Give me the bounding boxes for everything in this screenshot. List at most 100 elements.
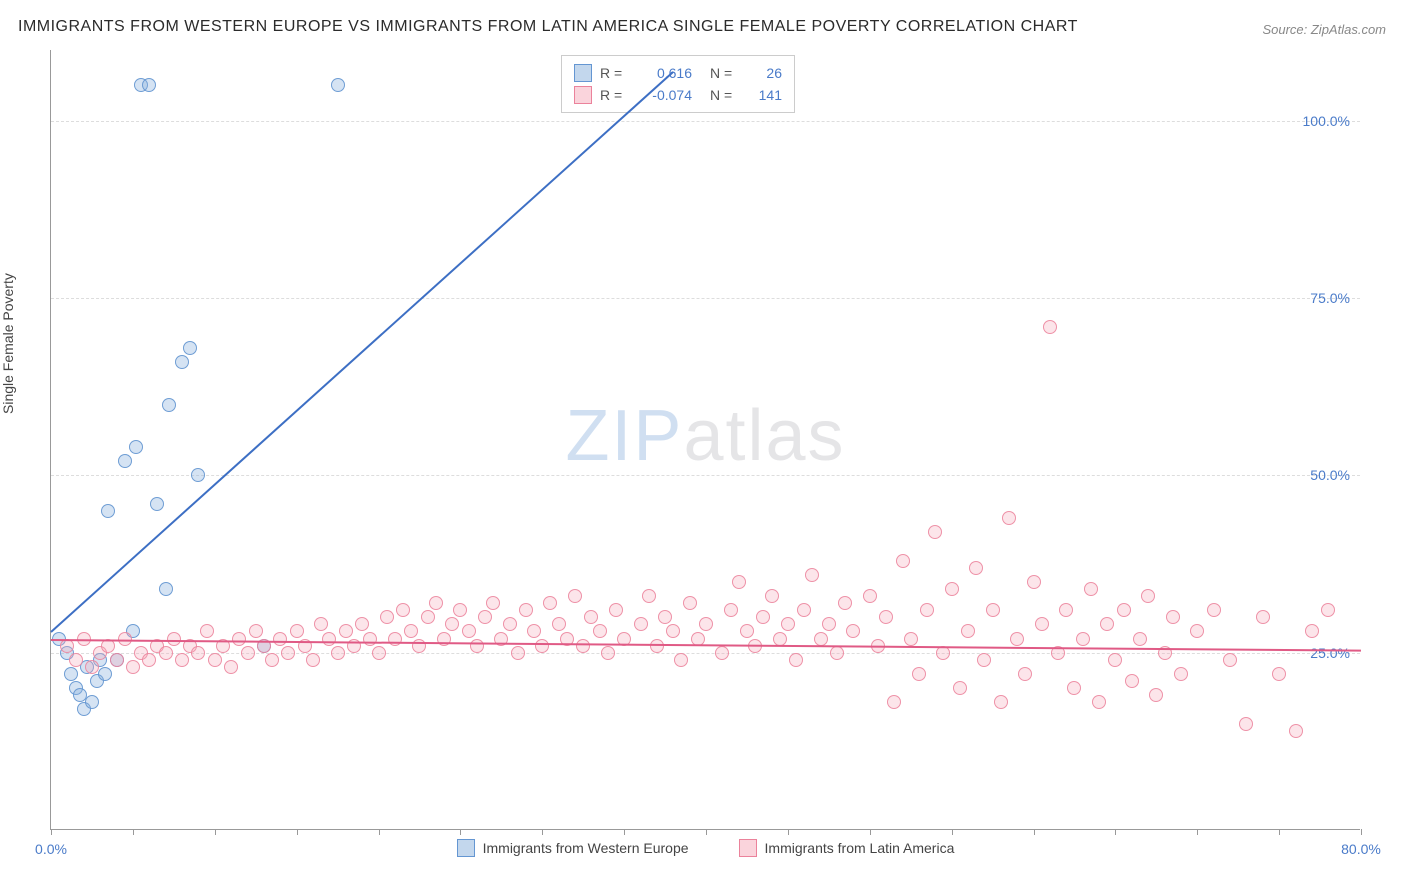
source-attribution: Source: ZipAtlas.com (1262, 22, 1386, 37)
data-point (781, 617, 795, 631)
data-point (380, 610, 394, 624)
swatch-pink-icon (574, 86, 592, 104)
data-point (1321, 603, 1335, 617)
data-point (191, 646, 205, 660)
x-tick (51, 829, 52, 835)
data-point (281, 646, 295, 660)
data-point (969, 561, 983, 575)
chart-title: IMMIGRANTS FROM WESTERN EUROPE VS IMMIGR… (18, 18, 1078, 36)
data-point (674, 653, 688, 667)
data-point (1305, 624, 1319, 638)
data-point (1027, 575, 1041, 589)
y-axis-label: Single Female Poverty (0, 273, 16, 414)
data-point (920, 603, 934, 617)
data-point (118, 632, 132, 646)
data-point (241, 646, 255, 660)
data-point (568, 589, 582, 603)
y-tick-label: 50.0% (1310, 467, 1350, 483)
data-point (822, 617, 836, 631)
data-point (904, 632, 918, 646)
data-point (797, 603, 811, 617)
x-tick (952, 829, 953, 835)
data-point (715, 646, 729, 660)
data-point (961, 624, 975, 638)
data-point (593, 624, 607, 638)
swatch-blue-icon (457, 839, 475, 857)
y-tick-label: 25.0% (1310, 645, 1350, 661)
data-point (142, 653, 156, 667)
data-point (732, 575, 746, 589)
n-label: N = (710, 65, 738, 81)
data-point (609, 603, 623, 617)
data-point (1117, 603, 1131, 617)
data-point (789, 653, 803, 667)
data-point (64, 667, 78, 681)
data-point (159, 646, 173, 660)
data-point (846, 624, 860, 638)
data-point (429, 596, 443, 610)
data-point (372, 646, 386, 660)
correlation-stats-box: R = 0.616 N = 26 R = -0.074 N = 141 (561, 55, 795, 113)
data-point (355, 617, 369, 631)
data-point (1174, 667, 1188, 681)
data-point (129, 440, 143, 454)
x-tick (1115, 829, 1116, 835)
data-point (1149, 688, 1163, 702)
data-point (503, 617, 517, 631)
n-label: N = (710, 87, 738, 103)
data-point (1018, 667, 1032, 681)
data-point (249, 624, 263, 638)
data-point (1223, 653, 1237, 667)
data-point (1125, 674, 1139, 688)
data-point (1084, 582, 1098, 596)
data-point (1166, 610, 1180, 624)
data-point (1092, 695, 1106, 709)
data-point (142, 78, 156, 92)
data-point (200, 624, 214, 638)
data-point (683, 596, 697, 610)
data-point (404, 624, 418, 638)
data-point (339, 624, 353, 638)
data-point (314, 617, 328, 631)
data-point (1059, 603, 1073, 617)
data-point (273, 632, 287, 646)
stats-row-series-1: R = 0.616 N = 26 (574, 62, 782, 84)
data-point (191, 468, 205, 482)
data-point (634, 617, 648, 631)
data-point (896, 554, 910, 568)
data-point (642, 589, 656, 603)
n-value: 26 (746, 65, 782, 81)
data-point (552, 617, 566, 631)
data-point (863, 589, 877, 603)
x-tick (297, 829, 298, 835)
chart-legend: Immigrants from Western Europe Immigrant… (51, 839, 1360, 857)
gridline (51, 298, 1360, 299)
data-point (584, 610, 598, 624)
data-point (1141, 589, 1155, 603)
data-point (445, 617, 459, 631)
data-point (175, 653, 189, 667)
data-point (814, 632, 828, 646)
legend-item-western-europe: Immigrants from Western Europe (457, 839, 689, 857)
data-point (486, 596, 500, 610)
data-point (1207, 603, 1221, 617)
data-point (331, 78, 345, 92)
x-tick (1197, 829, 1198, 835)
data-point (150, 497, 164, 511)
data-point (953, 681, 967, 695)
x-tick (1034, 829, 1035, 835)
data-point (830, 646, 844, 660)
data-point (183, 341, 197, 355)
data-point (126, 660, 140, 674)
data-point (1076, 632, 1090, 646)
x-tick (1279, 829, 1280, 835)
gridline (51, 475, 1360, 476)
x-tick (788, 829, 789, 835)
data-point (1043, 320, 1057, 334)
data-point (85, 660, 99, 674)
data-point (98, 667, 112, 681)
x-tick (379, 829, 380, 835)
legend-label: Immigrants from Latin America (765, 840, 955, 856)
data-point (331, 646, 345, 660)
y-tick-label: 100.0% (1303, 113, 1350, 129)
